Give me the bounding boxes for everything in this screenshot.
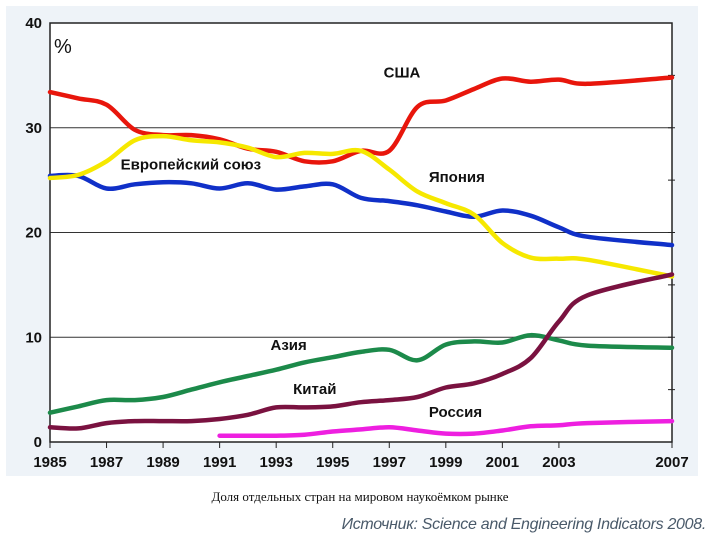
line-chart: 0 10 20 30 40 1985 1987 1989 1991 1993 1995 1997 199… — [25, 15, 688, 471]
axis-layer: 0 10 20 30 40 1985 1987 1989 1991 1993 1995 1997 199… — [25, 15, 688, 471]
x-tick-label: 1995 — [316, 454, 349, 471]
label-layer: США Европейский союз Япония Азия Китай Россия — [121, 64, 485, 420]
y-tick-label: 30 — [25, 120, 42, 137]
series-line-2 — [47, 133, 675, 279]
x-tick-label: 1991 — [203, 454, 236, 471]
x-tick-label: 2001 — [486, 454, 519, 471]
series-line-5 — [217, 418, 675, 439]
x-tick-label: 1987 — [90, 454, 123, 471]
series-line-3 — [47, 332, 675, 415]
series-label-0: США — [384, 64, 421, 81]
chart-caption: Доля отдельных стран на мировом наукоёмк… — [211, 489, 509, 504]
y-tick-label: 10 — [25, 329, 42, 346]
series-layer — [47, 75, 675, 439]
y-tick-label: 20 — [25, 225, 42, 242]
x-tick-label: 1993 — [259, 454, 292, 471]
y-unit-label: % — [54, 36, 72, 58]
x-tick-label: 1999 — [429, 454, 462, 471]
source-note: Источник: Science and Engineering Indica… — [341, 516, 707, 533]
x-tick-label: 2003 — [542, 454, 575, 471]
series-label-4: Китай — [293, 381, 336, 398]
chart-frame: 0 10 20 30 40 1985 1987 1989 1991 1993 1995 1997 199… — [6, 6, 698, 476]
x-tick-label: 1997 — [373, 454, 406, 471]
series-label-5: Россия — [429, 404, 482, 421]
x-tick-label: 1989 — [146, 454, 179, 471]
series-label-3: Азия — [271, 337, 307, 354]
series-line-4 — [47, 272, 675, 431]
y-tick-label: 0 — [34, 434, 42, 451]
series-line-1 — [47, 172, 675, 248]
grid-layer — [50, 22, 672, 443]
x-tick-label: 1985 — [33, 454, 66, 471]
series-line-0 — [47, 75, 675, 165]
y-tick-label: 40 — [25, 15, 42, 32]
series-label-1: Европейский союз — [121, 157, 261, 174]
series-label-2: Япония — [429, 169, 485, 186]
x-tick-label: 2007 — [655, 454, 688, 471]
